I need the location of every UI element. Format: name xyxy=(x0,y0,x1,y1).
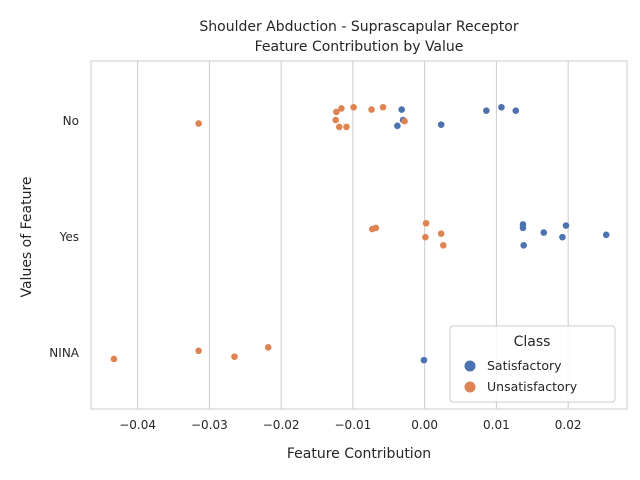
data-point-unsatisfactory xyxy=(333,108,340,116)
data-point-unsatisfactory xyxy=(440,241,447,249)
legend-title: Class xyxy=(514,334,551,350)
x-axis-ticks: −0.04 −0.03 −0.02 −0.01 0.00 0.01 0.02 xyxy=(119,418,581,432)
x-axis-label: Feature Contribution xyxy=(287,446,431,462)
data-points xyxy=(110,103,610,364)
data-point-unsatisfactory xyxy=(343,123,350,131)
data-point-unsatisfactory xyxy=(422,219,430,227)
data-point-satisfactory xyxy=(394,122,401,130)
data-point-satisfactory xyxy=(512,107,520,115)
data-point-satisfactory xyxy=(559,233,566,241)
data-point-unsatisfactory xyxy=(195,120,202,127)
legend-label-satisfactory: Satisfactory xyxy=(487,358,562,373)
legend-marker-unsatisfactory xyxy=(464,381,476,393)
data-point-unsatisfactory xyxy=(264,344,272,351)
data-point-unsatisfactory xyxy=(195,347,202,355)
data-point-unsatisfactory xyxy=(422,233,429,241)
x-tick-label: −0.02 xyxy=(263,418,300,432)
data-point-unsatisfactory xyxy=(437,230,445,237)
legend-marker-satisfactory xyxy=(464,360,476,372)
data-point-unsatisfactory xyxy=(350,103,357,111)
plot-frame xyxy=(90,60,628,410)
data-point-satisfactory xyxy=(540,229,548,236)
y-axis-ticks: No Yes NINA xyxy=(49,114,79,360)
data-point-unsatisfactory xyxy=(368,225,376,233)
data-point-satisfactory xyxy=(602,231,610,239)
chart-title: Shoulder Abduction - Suprascapular Recep… xyxy=(199,19,518,35)
data-point-unsatisfactory xyxy=(231,353,238,360)
y-tick-label: Yes xyxy=(59,230,79,244)
data-point-unsatisfactory xyxy=(335,123,343,131)
x-tick-label: −0.04 xyxy=(119,418,156,432)
data-point-satisfactory xyxy=(420,356,428,364)
x-tick-label: 0.01 xyxy=(483,418,510,432)
legend-box xyxy=(449,325,616,403)
data-point-satisfactory xyxy=(498,103,505,111)
data-point-unsatisfactory xyxy=(368,106,375,113)
data-point-unsatisfactory xyxy=(110,355,118,363)
y-axis-label: Values of Feature xyxy=(19,176,35,297)
data-point-satisfactory xyxy=(483,107,490,115)
x-tick-label: −0.01 xyxy=(335,418,372,432)
data-point-satisfactory xyxy=(398,106,405,113)
legend-label-unsatisfactory: Unsatisfactory xyxy=(487,379,578,394)
data-point-satisfactory xyxy=(519,224,527,232)
y-tick-label: NINA xyxy=(49,346,79,360)
data-point-satisfactory xyxy=(562,222,570,229)
y-tick-label: No xyxy=(63,114,79,128)
data-point-satisfactory xyxy=(437,121,445,128)
legend: Class Satisfactory Unsatisfactory xyxy=(449,325,616,403)
data-point-unsatisfactory xyxy=(401,117,408,125)
data-point-unsatisfactory xyxy=(332,116,339,124)
x-tick-label: 0.02 xyxy=(555,418,582,432)
data-point-unsatisfactory xyxy=(338,105,345,112)
x-tick-label: 0.00 xyxy=(411,418,438,432)
data-point-satisfactory xyxy=(520,241,527,249)
data-point-unsatisfactory xyxy=(379,103,387,111)
chart-subtitle: Feature Contribution by Value xyxy=(255,39,464,55)
x-tick-label: −0.03 xyxy=(191,418,228,432)
